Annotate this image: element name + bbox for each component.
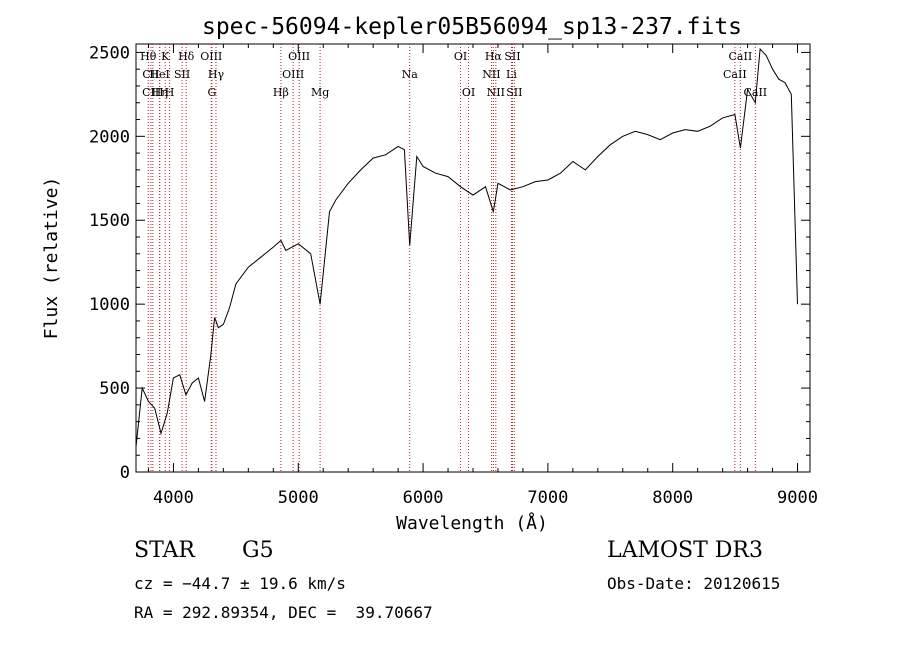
spectrum-series-line xyxy=(135,47,798,447)
y-tick-label-4: 2000 xyxy=(89,127,130,147)
subclass-label: G5 xyxy=(242,538,274,563)
x-tick-label-4: 8000 xyxy=(652,488,693,508)
line-label-16: Na xyxy=(402,68,419,81)
y-tick-label-0: 0 xyxy=(120,463,130,483)
line-label-1: CII xyxy=(142,68,159,81)
line-label-5: K xyxy=(161,50,170,63)
line-label-11: Hγ xyxy=(208,68,225,81)
spectral-line-labels: Hθ CII CIII HeI Hη K H SII Hδ OIII G Hγ Hβ OIII OIII Mg… xyxy=(140,50,767,99)
line-label-25: CaII xyxy=(723,68,747,81)
line-label-27: CaII xyxy=(743,86,767,99)
x-axis-label: Wavelength (Å) xyxy=(396,512,548,534)
line-label-23: Li xyxy=(506,68,517,81)
y-tick-label-2: 1000 xyxy=(89,295,130,315)
x-tick-label-5: 9000 xyxy=(777,488,818,508)
line-label-14: OIII xyxy=(288,50,310,63)
line-label-19: NII xyxy=(482,68,500,81)
obs-date-label: Obs-Date: 20120615 xyxy=(607,574,781,593)
x-axis: 4000 5000 6000 7000 8000 9000 xyxy=(147,44,818,508)
line-label-8: Hδ xyxy=(178,50,195,63)
plot-frame xyxy=(135,43,811,473)
line-label-3: HeI xyxy=(149,68,169,81)
line-label-10: G xyxy=(207,86,216,99)
line-label-15: Mg xyxy=(311,86,329,99)
y-axis: 0 500 1000 1500 2000 2500 xyxy=(89,43,810,483)
line-label-18: OI xyxy=(462,86,475,99)
x-tick-label-3: 7000 xyxy=(527,488,568,508)
line-label-0: Hθ xyxy=(140,50,157,63)
line-label-26: CaII xyxy=(729,50,753,63)
line-label-6: H xyxy=(165,86,175,99)
line-label-22: SII xyxy=(504,50,520,63)
line-label-2: CIII xyxy=(142,86,163,99)
line-label-24: SII xyxy=(506,86,522,99)
coordinates-label: RA = 292.89354, DEC = 39.70667 xyxy=(134,603,433,622)
y-tick-label-5: 2500 xyxy=(89,43,130,63)
line-label-17: OI xyxy=(454,50,467,63)
x-tick-label-2: 6000 xyxy=(403,488,444,508)
chart-title: spec-56094-kepler05B56094_sp13-237.fits xyxy=(202,14,742,40)
y-tick-label-1: 500 xyxy=(99,379,130,399)
survey-label: LAMOST DR3 xyxy=(607,538,763,563)
line-label-9: OIII xyxy=(200,50,222,63)
x-tick-label-0: 4000 xyxy=(153,488,194,508)
x-tick-label-1: 5000 xyxy=(278,488,319,508)
object-class-label: STAR xyxy=(134,538,195,563)
y-tick-label-3: 1500 xyxy=(89,211,130,231)
y-axis-label: Flux (relative) xyxy=(41,177,62,340)
line-label-20: Hα xyxy=(485,50,503,63)
line-label-21: NII xyxy=(487,86,505,99)
line-label-7: SII xyxy=(174,68,190,81)
line-label-4: Hη xyxy=(152,86,168,99)
line-label-12: Hβ xyxy=(273,86,289,99)
spectral-line-markers xyxy=(147,44,756,472)
line-label-13: OIII xyxy=(282,68,304,81)
redshift-label: cz = −44.7 ± 19.6 km/s xyxy=(134,574,346,593)
